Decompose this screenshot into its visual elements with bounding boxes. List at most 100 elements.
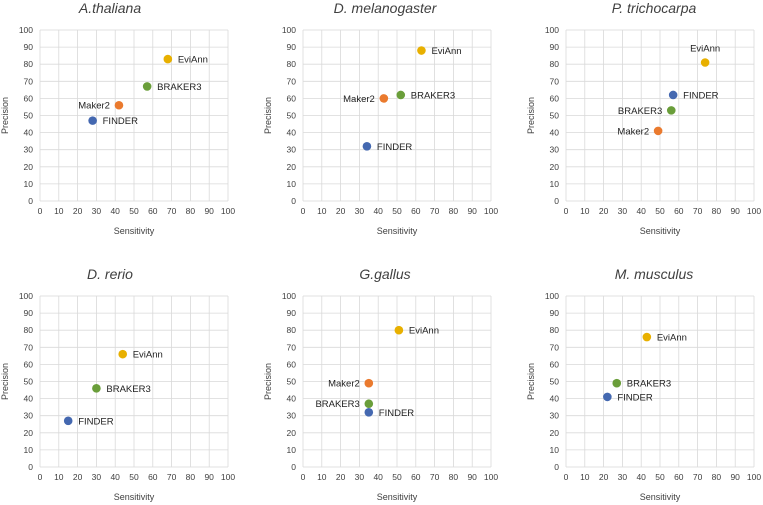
- point-braker3: [142, 82, 152, 91]
- point-label-braker3: BRAKER3: [315, 399, 359, 410]
- y-tick-label: 30: [24, 411, 34, 421]
- y-tick-label: 50: [550, 377, 560, 387]
- x-tick-label: 90: [467, 206, 477, 216]
- point-label-finder: FINDER: [379, 408, 415, 419]
- point-label-braker3: BRAKER3: [411, 90, 455, 101]
- x-tick-label: 80: [186, 206, 196, 216]
- y-tick-label: 80: [24, 325, 34, 335]
- y-tick-label: 90: [24, 42, 34, 52]
- point-label-braker3: BRAKER3: [106, 384, 150, 395]
- point-label-finder: FINDER: [377, 142, 413, 153]
- x-tick-label: 60: [674, 472, 684, 482]
- x-tick-label: 60: [411, 472, 421, 482]
- point-finder: [63, 416, 73, 426]
- y-tick-label: 30: [24, 145, 34, 155]
- x-tick-label: 60: [148, 472, 158, 482]
- chart-title: D. rerio: [87, 266, 133, 282]
- y-tick-label: 50: [24, 111, 34, 121]
- y-axis-label: Precision: [526, 97, 536, 134]
- point-label-finder: FINDER: [617, 392, 653, 403]
- y-tick-label: 60: [24, 359, 34, 369]
- x-axis-label: Sensitivity: [114, 226, 155, 236]
- x-axis-label: Sensitivity: [114, 492, 155, 502]
- y-tick-label: 10: [550, 445, 560, 455]
- y-tick-label: 20: [287, 428, 297, 438]
- y-tick-label: 100: [282, 291, 296, 301]
- y-tick-label: 100: [19, 25, 33, 35]
- point-label-finder: FINDER: [78, 416, 114, 427]
- x-tick-label: 20: [599, 472, 609, 482]
- point-label-braker3: BRAKER3: [618, 106, 662, 117]
- chart-panel-4: D. rerio 0 10 20 30 40 50 60 70 80 90 100 0 10 20 30 40 5…: [0, 266, 235, 502]
- x-axis-label: Sensitivity: [377, 226, 418, 236]
- y-tick-label: 60: [24, 93, 34, 103]
- x-tick-label: 70: [693, 206, 703, 216]
- x-tick-label: 70: [167, 206, 177, 216]
- x-tick-label: 40: [636, 472, 646, 482]
- y-tick-label: 50: [24, 377, 34, 387]
- x-tick-label: 0: [38, 206, 43, 216]
- y-tick-label: 10: [24, 179, 34, 189]
- x-tick-label: 0: [38, 472, 43, 482]
- y-tick-label: 40: [550, 128, 560, 138]
- x-tick-label: 60: [674, 206, 684, 216]
- x-tick-label: 30: [355, 472, 365, 482]
- point-eviann: [417, 46, 426, 55]
- y-tick-label: 90: [550, 308, 560, 318]
- x-tick-label: 10: [580, 206, 590, 216]
- point-label-eviann: EviAnn: [657, 333, 687, 344]
- y-tick-label: 0: [554, 462, 559, 472]
- x-tick-label: 30: [618, 472, 628, 482]
- chart-title: A.thaliana: [78, 0, 141, 16]
- x-tick-label: 100: [221, 206, 235, 216]
- y-tick-label: 40: [287, 128, 297, 138]
- y-tick-label: 100: [545, 291, 559, 301]
- x-tick-label: 20: [73, 472, 83, 482]
- y-axis-label: Precision: [263, 363, 273, 400]
- point-label-braker3: BRAKER3: [157, 82, 201, 93]
- point-label-braker3: BRAKER3: [627, 379, 671, 390]
- y-tick-label: 40: [24, 394, 34, 404]
- point-label-eviann: EviAnn: [133, 350, 163, 361]
- x-tick-label: 70: [693, 472, 703, 482]
- chart-panel-2: D. melanogaster 0 10 20 30 40 50 60 70 80 90 100 0 10…: [263, 0, 498, 236]
- y-tick-label: 40: [550, 394, 560, 404]
- point-braker3: [666, 106, 676, 115]
- point-finder: [88, 116, 97, 125]
- point-eviann: [394, 325, 404, 335]
- chart-panel-5: G.gallus 0 10 20 30 40 50 60 70 80 90 100 0 10 20 30 40 5…: [263, 266, 498, 502]
- x-tick-label: 0: [564, 472, 569, 482]
- x-tick-label: 10: [580, 472, 590, 482]
- y-axis-label: Precision: [263, 97, 273, 134]
- y-tick-label: 80: [24, 59, 34, 69]
- x-tick-label: 10: [317, 206, 327, 216]
- y-tick-label: 70: [24, 342, 34, 352]
- y-tick-label: 60: [550, 359, 560, 369]
- x-tick-label: 100: [484, 206, 498, 216]
- y-tick-label: 50: [287, 111, 297, 121]
- y-tick-label: 0: [291, 196, 296, 206]
- y-tick-label: 60: [550, 93, 560, 103]
- y-tick-label: 20: [24, 162, 34, 172]
- x-tick-label: 30: [618, 206, 628, 216]
- x-tick-label: 90: [730, 472, 740, 482]
- x-tick-label: 40: [110, 206, 120, 216]
- point-label-maker2: Maker2: [328, 379, 360, 390]
- point-braker3: [612, 378, 622, 388]
- y-tick-label: 10: [24, 445, 34, 455]
- y-tick-label: 10: [287, 445, 297, 455]
- x-axis-label: Sensitivity: [640, 226, 681, 236]
- x-tick-label: 20: [599, 206, 609, 216]
- point-finder: [668, 90, 678, 100]
- point-label-maker2: Maker2: [343, 94, 375, 105]
- point-maker2: [114, 100, 124, 110]
- y-tick-label: 20: [24, 428, 34, 438]
- x-tick-label: 20: [336, 206, 346, 216]
- x-tick-label: 10: [317, 472, 327, 482]
- y-axis-label: Precision: [526, 363, 536, 400]
- y-tick-label: 40: [287, 394, 297, 404]
- x-tick-label: 0: [301, 472, 306, 482]
- point-eviann: [163, 54, 173, 64]
- point-label-eviann: EviAnn: [431, 46, 461, 57]
- y-tick-label: 70: [287, 342, 297, 352]
